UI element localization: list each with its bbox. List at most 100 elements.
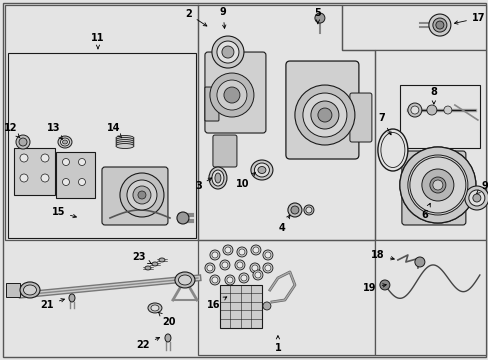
Ellipse shape <box>175 272 195 288</box>
Circle shape <box>16 135 30 149</box>
Circle shape <box>263 302 270 310</box>
Text: 5: 5 <box>314 8 321 24</box>
Ellipse shape <box>250 160 272 180</box>
Circle shape <box>472 194 480 202</box>
Ellipse shape <box>178 275 191 285</box>
Circle shape <box>222 46 233 58</box>
Circle shape <box>251 265 257 271</box>
Circle shape <box>409 157 465 213</box>
Bar <box>8 53 196 238</box>
Ellipse shape <box>116 140 134 144</box>
Bar <box>5 5 198 240</box>
Circle shape <box>224 247 230 253</box>
Ellipse shape <box>69 294 75 302</box>
Circle shape <box>222 262 227 268</box>
Text: 21: 21 <box>41 299 64 310</box>
Circle shape <box>252 247 259 253</box>
Circle shape <box>78 179 85 185</box>
Ellipse shape <box>152 262 158 266</box>
Circle shape <box>414 257 424 267</box>
Text: 3: 3 <box>195 178 211 191</box>
Circle shape <box>209 73 253 117</box>
Circle shape <box>263 263 272 273</box>
Circle shape <box>239 249 244 255</box>
Circle shape <box>133 186 151 204</box>
Text: 16: 16 <box>206 297 226 310</box>
Circle shape <box>78 158 85 166</box>
Circle shape <box>287 203 301 217</box>
Circle shape <box>211 277 218 283</box>
FancyBboxPatch shape <box>212 135 237 167</box>
Text: 7: 7 <box>377 113 390 135</box>
FancyBboxPatch shape <box>102 167 167 225</box>
FancyBboxPatch shape <box>401 151 465 225</box>
Ellipse shape <box>151 305 159 311</box>
Circle shape <box>217 41 239 63</box>
Bar <box>6 283 20 297</box>
Circle shape <box>20 174 28 182</box>
Circle shape <box>314 13 324 23</box>
Circle shape <box>241 275 246 281</box>
Circle shape <box>419 167 455 203</box>
Text: 9: 9 <box>219 7 226 28</box>
Circle shape <box>127 180 157 210</box>
Ellipse shape <box>58 136 72 148</box>
Circle shape <box>264 265 270 271</box>
Ellipse shape <box>254 163 269 177</box>
Circle shape <box>263 250 272 260</box>
Ellipse shape <box>380 132 404 167</box>
Text: 2: 2 <box>185 9 206 26</box>
Circle shape <box>138 191 145 199</box>
Text: 12: 12 <box>3 123 20 138</box>
Text: 23: 23 <box>132 252 151 264</box>
Circle shape <box>204 263 215 273</box>
Circle shape <box>254 272 261 278</box>
Circle shape <box>209 250 220 260</box>
Circle shape <box>239 273 248 283</box>
Circle shape <box>62 158 69 166</box>
FancyBboxPatch shape <box>285 61 358 159</box>
Text: 10: 10 <box>236 172 255 189</box>
Circle shape <box>290 206 298 214</box>
Text: 20: 20 <box>158 312 175 327</box>
Circle shape <box>62 179 69 185</box>
Ellipse shape <box>211 170 224 186</box>
Circle shape <box>426 105 436 115</box>
Circle shape <box>407 155 467 215</box>
Circle shape <box>220 260 229 270</box>
Circle shape <box>177 212 188 224</box>
Text: 17: 17 <box>453 13 485 24</box>
Circle shape <box>252 270 263 280</box>
Bar <box>220 285 262 328</box>
Circle shape <box>399 147 475 223</box>
Circle shape <box>249 263 260 273</box>
Circle shape <box>379 280 389 290</box>
Circle shape <box>226 277 232 283</box>
Circle shape <box>429 177 445 193</box>
Circle shape <box>264 252 270 258</box>
Circle shape <box>41 174 49 182</box>
Text: 13: 13 <box>46 123 62 139</box>
Ellipse shape <box>116 144 134 149</box>
Bar <box>374 240 485 355</box>
Circle shape <box>217 80 246 110</box>
Circle shape <box>421 169 453 201</box>
Circle shape <box>432 18 446 32</box>
Circle shape <box>209 275 220 285</box>
Circle shape <box>304 205 313 215</box>
Circle shape <box>432 180 442 190</box>
Circle shape <box>211 252 218 258</box>
Circle shape <box>234 260 244 270</box>
Text: 6: 6 <box>420 203 429 220</box>
Ellipse shape <box>257 167 265 174</box>
Ellipse shape <box>61 138 69 146</box>
Ellipse shape <box>116 138 134 143</box>
Circle shape <box>399 147 475 223</box>
Circle shape <box>443 106 451 114</box>
Text: 18: 18 <box>370 250 393 260</box>
Ellipse shape <box>62 140 67 144</box>
FancyBboxPatch shape <box>204 87 219 121</box>
Text: 19: 19 <box>363 283 386 293</box>
Circle shape <box>120 173 163 217</box>
Ellipse shape <box>144 266 151 270</box>
